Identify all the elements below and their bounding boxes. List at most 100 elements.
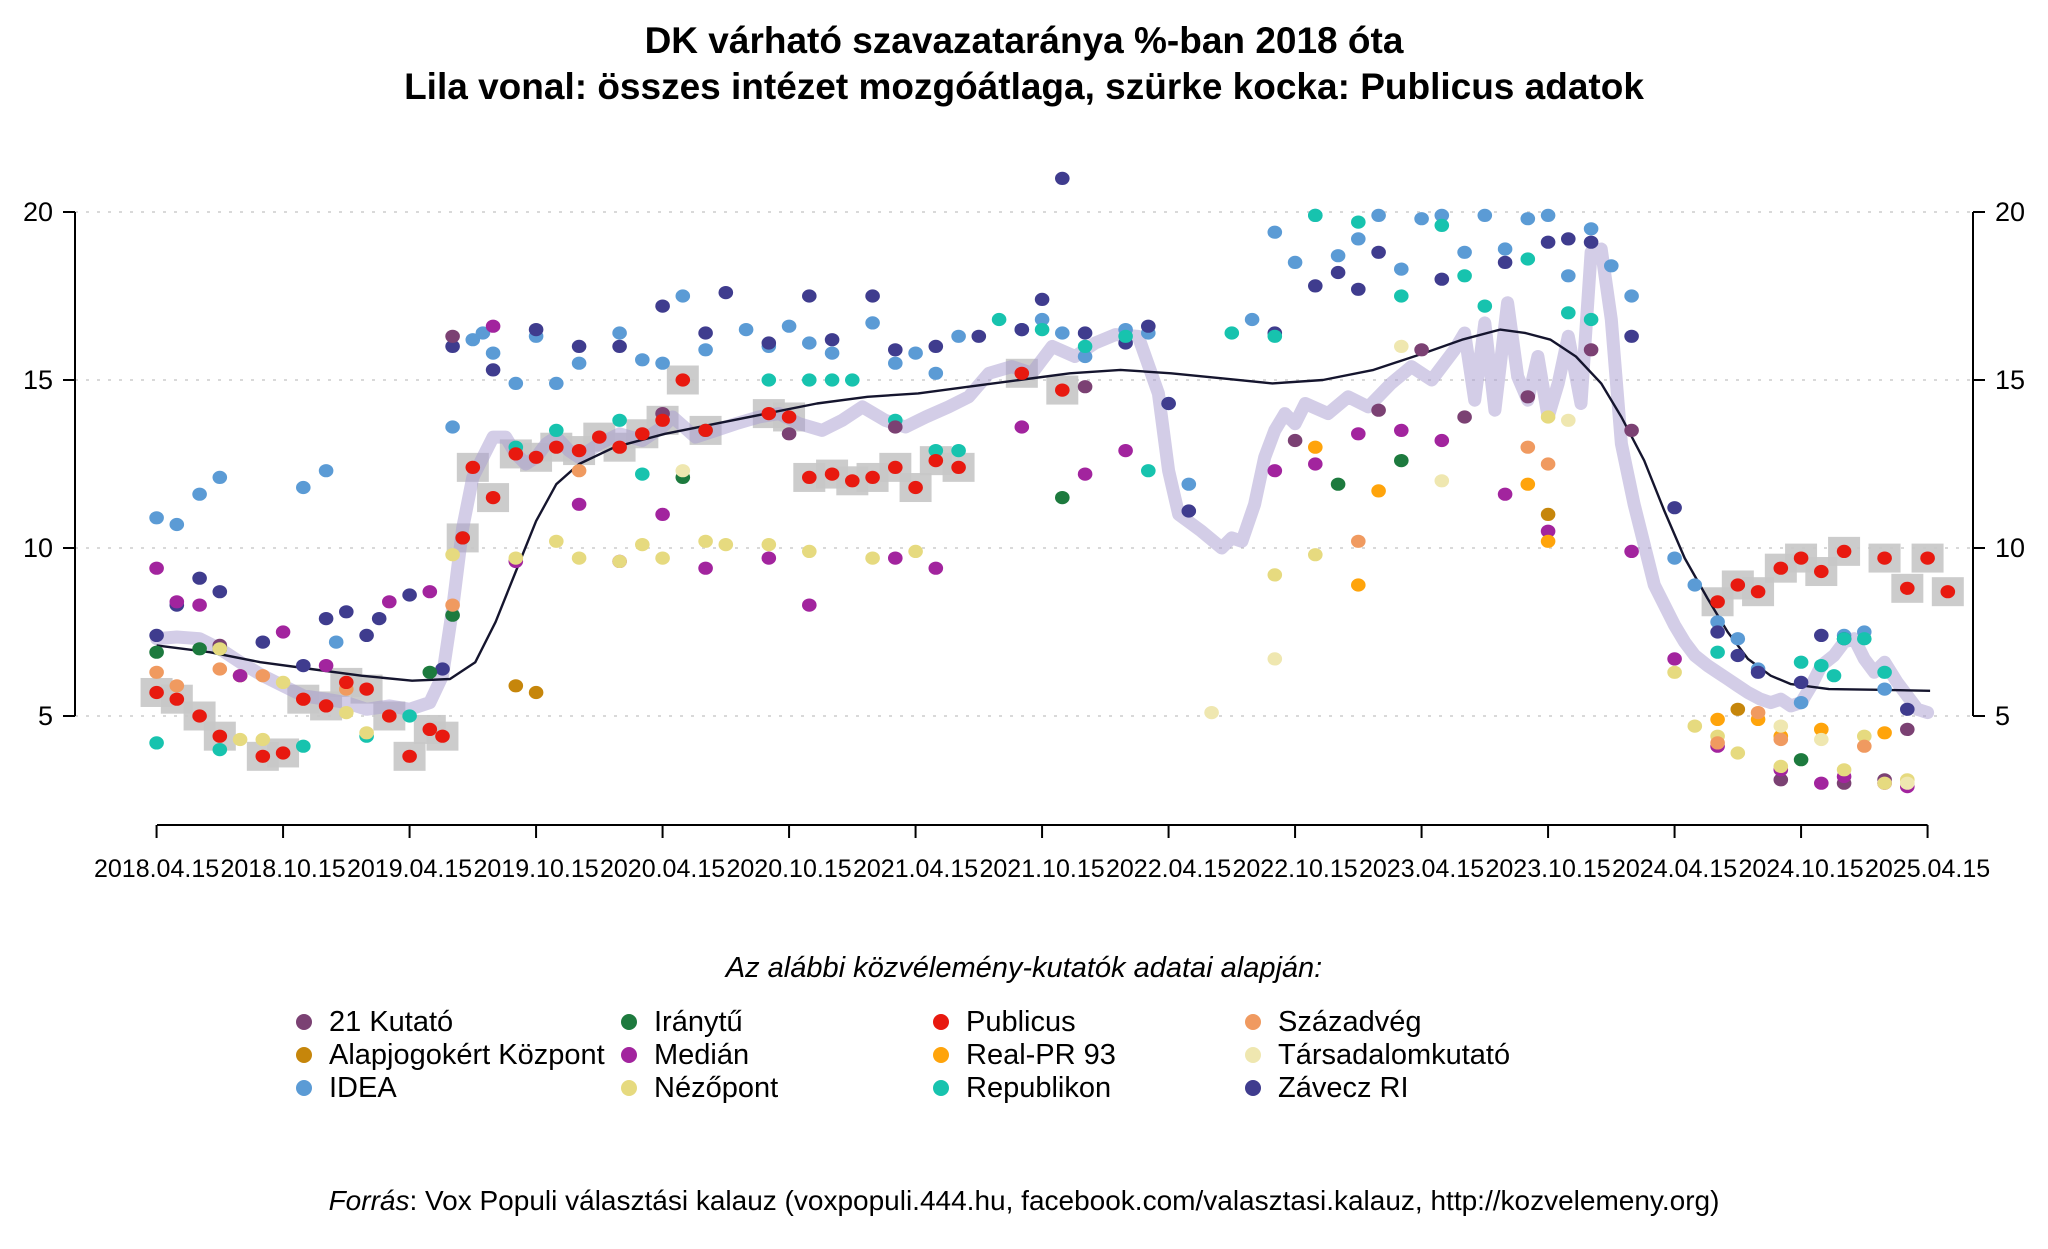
data-point-publicus (318, 699, 334, 713)
data-point-republikon (991, 312, 1007, 327)
data-point-idea (1034, 312, 1050, 327)
data-point-publicus (296, 692, 311, 706)
chart-title-line2: Lila vonal: összes intézet mozgóátlaga, … (404, 66, 1644, 108)
chart-title-block: DK várható szavazataránya %-ban 2018 óta… (0, 18, 2048, 111)
data-point-publicus (508, 447, 524, 461)
legend-item-21-kutat-: 21 Kutató (296, 1005, 453, 1039)
data-point-publicus (1055, 383, 1070, 397)
data-point-n-z-pont (1730, 746, 1746, 760)
legend-item-idea: IDEA (296, 1071, 397, 1105)
legend-item-label: Republikon (966, 1071, 1112, 1104)
data-point-idea (465, 333, 481, 347)
data-point-z-vecz-ri (1561, 232, 1576, 246)
data-point-21-kutat- (1457, 410, 1472, 424)
data-point-n-z-pont (1540, 410, 1556, 424)
data-point-n-z-pont (802, 544, 817, 559)
data-point-medi-n (318, 659, 334, 673)
data-point-republikon (212, 743, 228, 757)
data-point-republikon (1224, 326, 1240, 340)
data-point-idea (865, 316, 880, 330)
data-point-z-vecz-ri (802, 289, 817, 303)
data-point-republikon (1520, 252, 1536, 266)
data-point-medi-n (382, 595, 397, 609)
data-point-z-vecz-ri (149, 628, 164, 643)
legend-dot-icon (933, 1047, 949, 1063)
x-tick-label: 2023.04.15 (1359, 855, 1484, 883)
data-point-publicus (675, 373, 691, 387)
data-point-republikon (1034, 323, 1050, 337)
data-point-idea (549, 376, 564, 390)
data-point-alapjogok-rt-k-zpont (1540, 507, 1556, 521)
data-point-publicus (169, 692, 185, 706)
data-point-n-z-pont (571, 551, 587, 565)
data-point-z-vecz-ri (1730, 648, 1746, 663)
x-tick-label: 2022.10.15 (1233, 855, 1358, 883)
data-point-republikon (1351, 215, 1366, 229)
data-point-idea (1434, 208, 1450, 222)
data-point-republikon (1308, 208, 1323, 222)
data-point-idea (1730, 632, 1746, 646)
data-point-republikon (1077, 339, 1093, 353)
data-point-idea (1604, 259, 1619, 273)
data-point-z-vecz-ri (1034, 292, 1050, 306)
data-point-idea (212, 470, 228, 484)
data-point-publicus (359, 682, 374, 696)
data-point-z-vecz-ri (655, 299, 670, 313)
data-point-z-vecz-ri (371, 612, 387, 626)
data-point-publicus (865, 470, 880, 484)
data-point-real-pr-93 (1351, 578, 1366, 592)
legend-dot-icon (1245, 1080, 1261, 1096)
data-point-idea (698, 343, 713, 357)
data-point-21-kutat- (1900, 722, 1915, 737)
legend-dot-icon (296, 1014, 312, 1030)
data-point-idea (1181, 477, 1197, 491)
data-point-t-rsadalomkutat- (1394, 339, 1409, 353)
data-point-idea (1267, 225, 1283, 239)
data-point-publicus (802, 470, 817, 484)
data-point-medi-n (232, 669, 248, 683)
data-point-idea (296, 480, 311, 495)
data-point-z-vecz-ri (1793, 675, 1809, 690)
data-point-publicus (592, 430, 607, 444)
data-point-idea (635, 353, 650, 367)
data-point-idea (675, 289, 691, 303)
data-point-n-z-pont (1877, 776, 1892, 790)
data-point-idea (508, 376, 524, 390)
data-point-z-vecz-ri (1014, 323, 1030, 337)
data-point-publicus (698, 423, 713, 437)
data-point-republikon (1826, 669, 1842, 683)
x-tick-label: 2023.10.15 (1486, 855, 1611, 883)
data-point-n-z-pont (549, 534, 564, 548)
data-point-idea (1330, 249, 1346, 263)
data-point-publicus (655, 413, 670, 427)
data-point-publicus (455, 531, 471, 545)
data-point-publicus (1730, 578, 1746, 592)
y-tick-label-right: 20 (1995, 197, 2025, 227)
legend-item-label: Nézőpont (654, 1071, 779, 1104)
data-point-medi-n (1667, 652, 1682, 666)
data-point-t-rsadalomkutat- (1204, 706, 1219, 720)
source-text: : Vox Populi választási kalauz (voxpopul… (409, 1185, 1720, 1216)
data-point-z-vecz-ri (1710, 625, 1725, 639)
data-point-z-vecz-ri (571, 339, 587, 353)
data-point-republikon (761, 373, 777, 387)
data-point-publicus (845, 474, 860, 488)
data-point-publicus (824, 467, 840, 481)
data-point-sz-zadv-g (1540, 457, 1556, 471)
data-point-z-vecz-ri (1750, 665, 1766, 679)
y-tick-label-right: 5 (1995, 701, 2010, 731)
data-point-idea (1687, 578, 1703, 592)
data-point-medi-n (149, 561, 164, 575)
legend-item-real-pr-93: Real-PR 93 (933, 1038, 1116, 1072)
data-point-z-vecz-ri (359, 628, 374, 643)
data-point-republikon (1814, 659, 1829, 673)
data-point-idea (1477, 208, 1493, 222)
legend-item-publicus: Publicus (933, 1005, 1076, 1039)
legend-item-sz-zadv-g: Századvég (1245, 1005, 1422, 1039)
data-point-n-z-pont (359, 726, 374, 740)
data-point-republikon (802, 373, 817, 387)
data-point-idea (655, 356, 670, 370)
data-point-21-kutat- (1773, 773, 1789, 787)
data-point-publicus (908, 480, 923, 495)
data-point-t-rsadalomkutat- (1267, 652, 1283, 666)
